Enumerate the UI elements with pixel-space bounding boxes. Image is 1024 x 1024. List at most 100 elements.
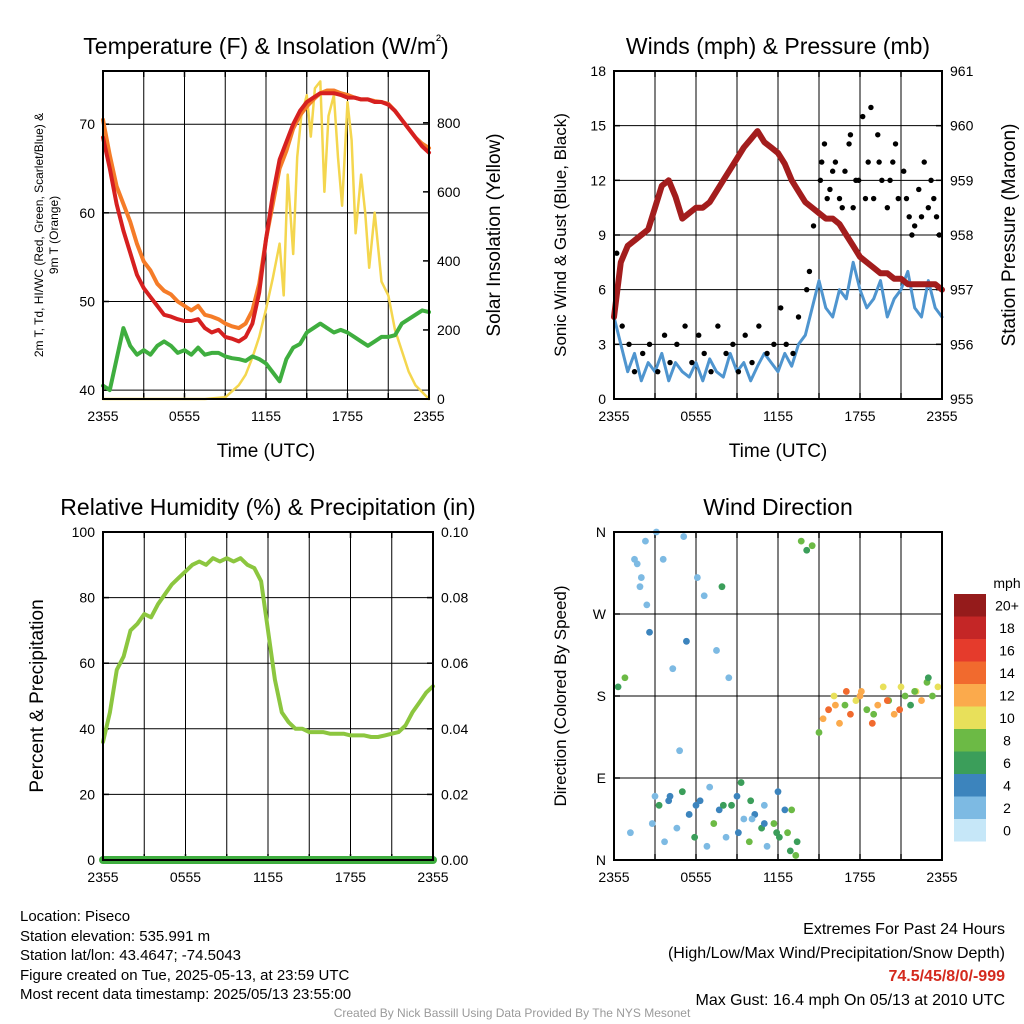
direction-point (718, 583, 726, 591)
direction-point (740, 815, 748, 823)
extremes-heading: Extremes For Past 24 Hours (803, 921, 1005, 938)
direction-point (918, 697, 925, 704)
direction-point (874, 701, 882, 709)
gust-point (862, 195, 869, 202)
direction-point (907, 701, 914, 709)
direction-point (786, 847, 794, 855)
direction-point (879, 683, 887, 691)
gust-point (887, 177, 893, 184)
gust-point (810, 223, 817, 229)
gust-point (674, 341, 680, 348)
plot-frame (613, 70, 943, 400)
gust-point (742, 332, 748, 338)
direction-point (784, 829, 791, 837)
direction-point (745, 838, 753, 846)
direction-point (728, 801, 735, 809)
y-tick-label: N (596, 524, 606, 540)
x-tick-label: 2355 (926, 408, 957, 424)
direction-point (710, 820, 718, 827)
direction-point (621, 674, 629, 682)
y-tick-label: 3 (598, 336, 606, 352)
gust-point (895, 195, 901, 202)
gust-point (884, 204, 891, 211)
gust-point (806, 268, 813, 275)
y-tick-label: 60 (79, 655, 95, 671)
x-tick-label: 2355 (598, 869, 629, 885)
gust-point (631, 368, 638, 375)
direction-point (924, 674, 932, 682)
station-info: Location: Piseco Station elevation: 535.… (20, 907, 351, 1005)
direction-point (781, 806, 789, 814)
plot-frame (102, 70, 430, 400)
grid (614, 71, 942, 399)
gust-point (870, 195, 877, 202)
colorbar-swatch (954, 661, 986, 684)
direction-point (819, 715, 827, 723)
x-tick-label: 0555 (170, 869, 201, 885)
y-tick-label: 20 (79, 786, 95, 802)
gust-point (847, 132, 854, 138)
gust-point (875, 132, 881, 138)
direction-point (842, 688, 850, 695)
x-tick-label: 0555 (680, 408, 711, 424)
direction-point (678, 788, 686, 796)
gust-point (795, 314, 802, 320)
gust-point (771, 341, 777, 348)
gust-point (661, 332, 668, 338)
y2-tick-label: 955 (950, 391, 974, 407)
plot-frame (613, 531, 943, 861)
direction-point (774, 788, 782, 796)
x-tick-label: 2355 (87, 869, 118, 885)
gust-point (936, 232, 942, 238)
y-tick-label: 50 (79, 293, 95, 309)
direction-point (676, 747, 683, 755)
direction-point (773, 829, 781, 837)
direction-point (692, 801, 700, 809)
x-tick-label: 2355 (413, 408, 444, 424)
direction-point (636, 583, 644, 591)
gust-point (850, 204, 856, 211)
gust-point (925, 204, 932, 211)
gust-point (901, 168, 907, 174)
direction-point (868, 719, 876, 727)
gust-point (723, 350, 729, 357)
gust-point (689, 359, 695, 366)
y-tick-label: 70 (79, 116, 95, 132)
colorbar-label: 20+ (995, 597, 1019, 613)
plot-frame (102, 531, 434, 861)
gust-point (839, 204, 845, 211)
y2-axis-label: Solar Insolation (Yellow) (484, 133, 505, 336)
gust-point (646, 341, 653, 348)
y-tick-label: 18 (590, 63, 606, 79)
gust-point (708, 368, 714, 375)
direction-point (733, 792, 741, 800)
gust-point (906, 214, 912, 220)
direction-point (841, 701, 849, 709)
gust-point (804, 286, 810, 293)
x-tick-label: 1155 (253, 869, 283, 885)
direction-point (719, 801, 727, 809)
y2-axis-label: Station Pressure (Maroon) (999, 124, 1020, 347)
gust-point (853, 177, 859, 184)
y2-tick-label: 0.10 (441, 524, 468, 540)
x-tick-label: 2355 (417, 869, 448, 885)
direction-point (760, 801, 768, 809)
direction-point (633, 560, 641, 568)
direction-point (934, 683, 942, 691)
figure-created: Figure created on Tue, 2025-05-13, at 23… (20, 966, 350, 984)
direction-point (655, 801, 663, 809)
gust-point (827, 186, 833, 193)
x-tick-label: 1155 (763, 869, 793, 885)
y-tick-label: 9 (598, 227, 606, 243)
colorbar-label: 8 (1003, 732, 1011, 748)
colorbar-swatch (954, 796, 986, 819)
gust-point (933, 214, 940, 220)
direction-point (646, 628, 653, 636)
gust-point (701, 350, 707, 357)
direction-point (836, 719, 843, 727)
y-tick-label: 80 (79, 590, 95, 606)
direction-point (770, 820, 778, 827)
gust-point (892, 141, 899, 147)
gust-point (865, 159, 871, 165)
y-axis-label: 2m T, Td, HI/WC (Red, Green, Scarlet/Blu… (32, 113, 61, 357)
